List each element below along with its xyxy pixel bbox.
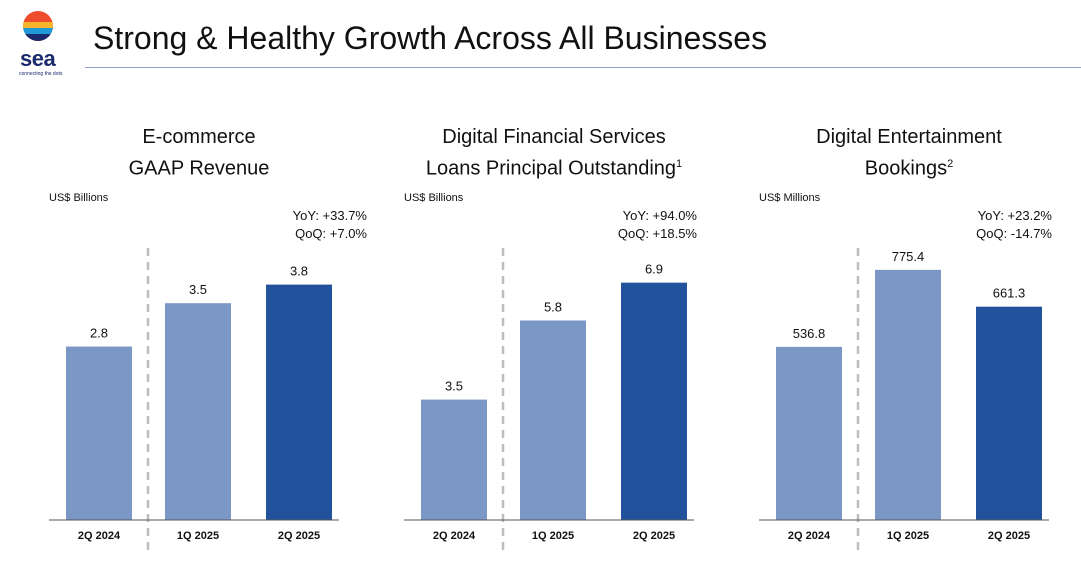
x-tick-label: 2Q 2025 <box>988 530 1030 542</box>
panel-title-line-2: Bookings <box>864 157 948 180</box>
logo-tagline: connecting the dots <box>19 71 63 77</box>
bar <box>66 346 132 520</box>
yoy-label: YoY: +94.0% <box>622 208 697 223</box>
x-tick-label: 2Q 2024 <box>788 530 831 542</box>
bar-value-label: 5.8 <box>544 299 562 314</box>
bar-value-label: 661.3 <box>993 286 1026 301</box>
x-tick-label: 1Q 2025 <box>532 530 574 542</box>
bar <box>520 320 586 520</box>
panel-title: Digital Financial Services Loans Princip… <box>404 124 704 183</box>
growth-box: YoY: +94.0% QoQ: +18.5% <box>584 207 697 243</box>
unit-label: US$ Billions <box>404 192 464 204</box>
panel-title-line-1: E-commerce <box>142 126 256 148</box>
bar-value-label: 3.5 <box>445 379 463 394</box>
bar <box>421 399 487 520</box>
bar <box>165 303 231 520</box>
bar-value-label: 6.9 <box>645 262 663 277</box>
bar-chart: 536.8 2Q 2024 775.4 1Q 2025 661.3 2Q 2025 <box>759 248 1049 552</box>
growth-box: YoY: +33.7% QoQ: +7.0% <box>239 207 367 243</box>
x-tick-label: 2Q 2025 <box>278 530 320 542</box>
sea-logo-icon <box>23 11 53 41</box>
bar-value-label: 775.4 <box>892 249 925 264</box>
panel-title: Digital Entertainment Bookings2 <box>759 124 1059 183</box>
bar <box>776 346 842 520</box>
x-tick-label: 2Q 2024 <box>78 530 121 542</box>
bar <box>266 284 332 520</box>
panel-title-line-1: Digital Financial Services <box>442 126 666 148</box>
x-tick-label: 2Q 2024 <box>433 530 476 542</box>
footnote-mark: 2 <box>947 158 954 170</box>
x-tick-label: 1Q 2025 <box>887 530 929 542</box>
qoq-label: QoQ: +7.0% <box>295 226 367 241</box>
panel-title: E-commerce GAAP Revenue <box>49 124 349 183</box>
bar-value-label: 3.5 <box>189 282 207 297</box>
page-title: Strong & Healthy Growth Across All Busin… <box>93 20 768 56</box>
bar <box>875 269 941 520</box>
bar <box>621 282 687 520</box>
yoy-label: YoY: +33.7% <box>292 208 367 223</box>
bar-chart: 3.5 2Q 2024 5.8 1Q 2025 6.9 2Q 2025 <box>404 248 694 552</box>
panel-digital-entertainment: Digital Entertainment Bookings2 US$ Mill… <box>759 120 1081 560</box>
yoy-label: YoY: +23.2% <box>977 208 1052 223</box>
logo-wordmark: sea <box>20 46 56 71</box>
qoq-label: QoQ: -14.7% <box>976 226 1052 241</box>
bar-value-label: 2.8 <box>90 326 108 341</box>
bar-chart: 2.8 2Q 2024 3.5 1Q 2025 3.8 2Q 2025 <box>49 248 339 552</box>
growth-box: YoY: +23.2% QoQ: -14.7% <box>939 207 1052 243</box>
title-divider <box>85 67 1081 68</box>
footnote-mark: 1 <box>676 158 683 170</box>
panel-title-line-1: Digital Entertainment <box>816 126 1002 148</box>
panel-title-line-2: Loans Principal Outstanding <box>425 157 677 180</box>
bar-value-label: 3.8 <box>290 264 308 279</box>
unit-label: US$ Millions <box>759 192 821 204</box>
bar-value-label: 536.8 <box>793 326 826 341</box>
x-tick-label: 2Q 2025 <box>633 530 675 542</box>
qoq-label: QoQ: +18.5% <box>617 226 697 241</box>
panel-digital-financial-services: Digital Financial Services Loans Princip… <box>404 120 734 560</box>
panel-title-line-2: GAAP Revenue <box>128 157 270 180</box>
panel-ecommerce: E-commerce GAAP Revenue US$ Billions YoY… <box>49 120 379 560</box>
unit-label: US$ Billions <box>49 192 109 204</box>
sea-logo: sea connecting the dots <box>16 8 66 77</box>
bar <box>976 306 1042 520</box>
x-tick-label: 1Q 2025 <box>177 530 219 542</box>
